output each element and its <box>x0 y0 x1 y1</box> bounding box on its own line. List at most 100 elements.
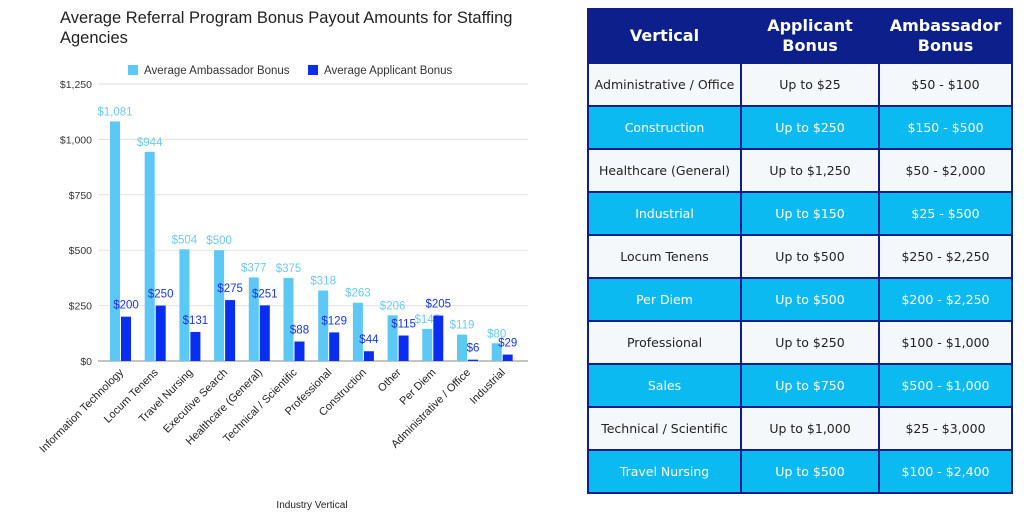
data-label: $263 <box>345 288 371 300</box>
bar-ambassador <box>248 277 259 361</box>
y-tick-label: $1,250 <box>60 79 92 91</box>
data-label: $29 <box>498 338 517 350</box>
table-cell: Up to $250 <box>740 105 880 150</box>
table-cell: $25 - $3,000 <box>878 406 1013 451</box>
data-label: $504 <box>172 234 198 246</box>
bar-applicant <box>468 359 478 361</box>
data-label: $115 <box>391 319 416 331</box>
bar-ambassador <box>457 334 467 361</box>
table-row: Technical / Scientific Up to $1,000 $25 - … <box>587 406 1013 451</box>
table-row: Professional Up to $250 $100 - $1,000 <box>587 320 1013 365</box>
x-tick-label: Industrial <box>468 367 508 407</box>
table-cell: $500 - $1,000 <box>878 363 1013 408</box>
bar-ambassador <box>352 302 363 361</box>
table-header-row: Vertical Applicant Bonus Ambassador Bonus <box>587 8 1013 64</box>
bar-applicant <box>363 351 374 361</box>
table-row: Sales Up to $750 $500 - $1,000 <box>587 363 1013 408</box>
data-label: $251 <box>252 288 278 300</box>
table-row: Travel Nursing Up to $500 $100 - $2,400 <box>587 449 1013 494</box>
bar-applicant <box>329 332 340 361</box>
legend-swatch <box>128 65 138 75</box>
bonus-table: Vertical Applicant Bonus Ambassador Bonus Ad… <box>587 8 1013 494</box>
y-tick-label: $500 <box>69 245 93 257</box>
legend-swatch <box>308 65 318 75</box>
table-cell: Per Diem <box>587 277 742 322</box>
data-label: $206 <box>380 300 406 312</box>
bar-applicant <box>294 341 305 361</box>
data-label: $205 <box>426 299 452 311</box>
column-header: Ambassador Bonus <box>878 8 1013 64</box>
bar-ambassador <box>387 315 398 361</box>
table-cell: Up to $1,000 <box>740 406 880 451</box>
data-label: $131 <box>183 315 209 327</box>
legend-label: Average Applicant Bonus <box>324 65 453 77</box>
table-cell: $250 - $2,250 <box>878 234 1013 279</box>
data-label: $318 <box>310 276 336 288</box>
bar-applicant <box>155 305 166 361</box>
bar-applicant <box>190 331 201 361</box>
table-row: Healthcare (General) Up to $1,250 $50 - $2… <box>587 148 1013 193</box>
table-cell: Up to $250 <box>740 320 880 365</box>
data-label: $119 <box>450 320 475 332</box>
bar-applicant <box>121 316 131 361</box>
table-cell: Technical / Scientific <box>587 406 742 451</box>
table-cell: Sales <box>587 363 742 408</box>
bar-applicant <box>259 305 270 361</box>
table-cell: Up to $25 <box>740 62 880 107</box>
table-cell: Travel Nursing <box>587 449 742 494</box>
data-label: $375 <box>276 263 302 275</box>
table-cell: Up to $150 <box>740 191 880 236</box>
data-label: $88 <box>290 324 309 336</box>
data-label: $944 <box>137 137 163 149</box>
bar-ambassador <box>422 328 433 361</box>
data-label: $1,081 <box>97 106 132 118</box>
table-row: Construction Up to $250 $150 - $500 <box>587 105 1013 150</box>
bar-ambassador <box>179 249 190 361</box>
legend-label: Average Ambassador Bonus <box>144 65 290 77</box>
data-label: $129 <box>321 315 347 327</box>
table-cell: $150 - $500 <box>878 105 1013 150</box>
x-tick-label: Executive Search <box>161 367 230 436</box>
table-cell: $50 - $100 <box>878 62 1013 107</box>
table-cell: Up to $1,250 <box>740 148 880 193</box>
table-cell: Professional <box>587 320 742 365</box>
table-cell: Locum Tenens <box>587 234 742 279</box>
bar-ambassador <box>491 343 502 361</box>
table-cell: Administrative / Office <box>587 62 742 107</box>
bar-applicant <box>398 335 409 361</box>
data-label: $80 <box>487 328 506 340</box>
table-row: Per Diem Up to $500 $200 - $2,250 <box>587 277 1013 322</box>
table-cell: Healthcare (General) <box>587 148 742 193</box>
bar-ambassador <box>144 151 155 361</box>
y-tick-label: $0 <box>80 356 92 368</box>
x-tick-label: Other <box>376 366 404 394</box>
x-axis-title: Industry Vertical <box>276 500 347 511</box>
y-tick-label: $750 <box>69 190 93 202</box>
table-cell: Construction <box>587 105 742 150</box>
table-row: Industrial Up to $150 $25 - $500 <box>587 191 1013 236</box>
data-label: $275 <box>217 283 243 295</box>
data-label: $44 <box>359 334 379 346</box>
table-cell: $50 - $2,000 <box>878 148 1013 193</box>
bar-ambassador <box>283 277 294 361</box>
bar-applicant <box>502 354 513 361</box>
bar-ambassador <box>214 250 225 361</box>
data-label: $200 <box>113 300 139 312</box>
chart-title: Average Referral Program Bonus Payout Am… <box>60 9 513 47</box>
data-label: $6 <box>467 343 480 355</box>
bar-chart: $0$250$500$750$1,000$1,250$1,081$200Info… <box>37 65 528 511</box>
table-cell: $200 - $2,250 <box>878 277 1013 322</box>
table-cell: $25 - $500 <box>878 191 1013 236</box>
bar-ambassador <box>318 290 329 361</box>
column-header: Applicant Bonus <box>740 8 880 64</box>
y-tick-label: $1,000 <box>60 134 92 146</box>
table-cell: Up to $500 <box>740 449 880 494</box>
table-cell: Up to $500 <box>740 277 880 322</box>
table-cell: Up to $500 <box>740 234 880 279</box>
data-label: $500 <box>206 235 232 247</box>
y-tick-label: $250 <box>69 301 93 313</box>
bar-applicant <box>225 300 236 361</box>
table-cell: $100 - $1,000 <box>878 320 1013 365</box>
table-cell: $100 - $2,400 <box>878 449 1013 494</box>
table-cell: Industrial <box>587 191 742 236</box>
